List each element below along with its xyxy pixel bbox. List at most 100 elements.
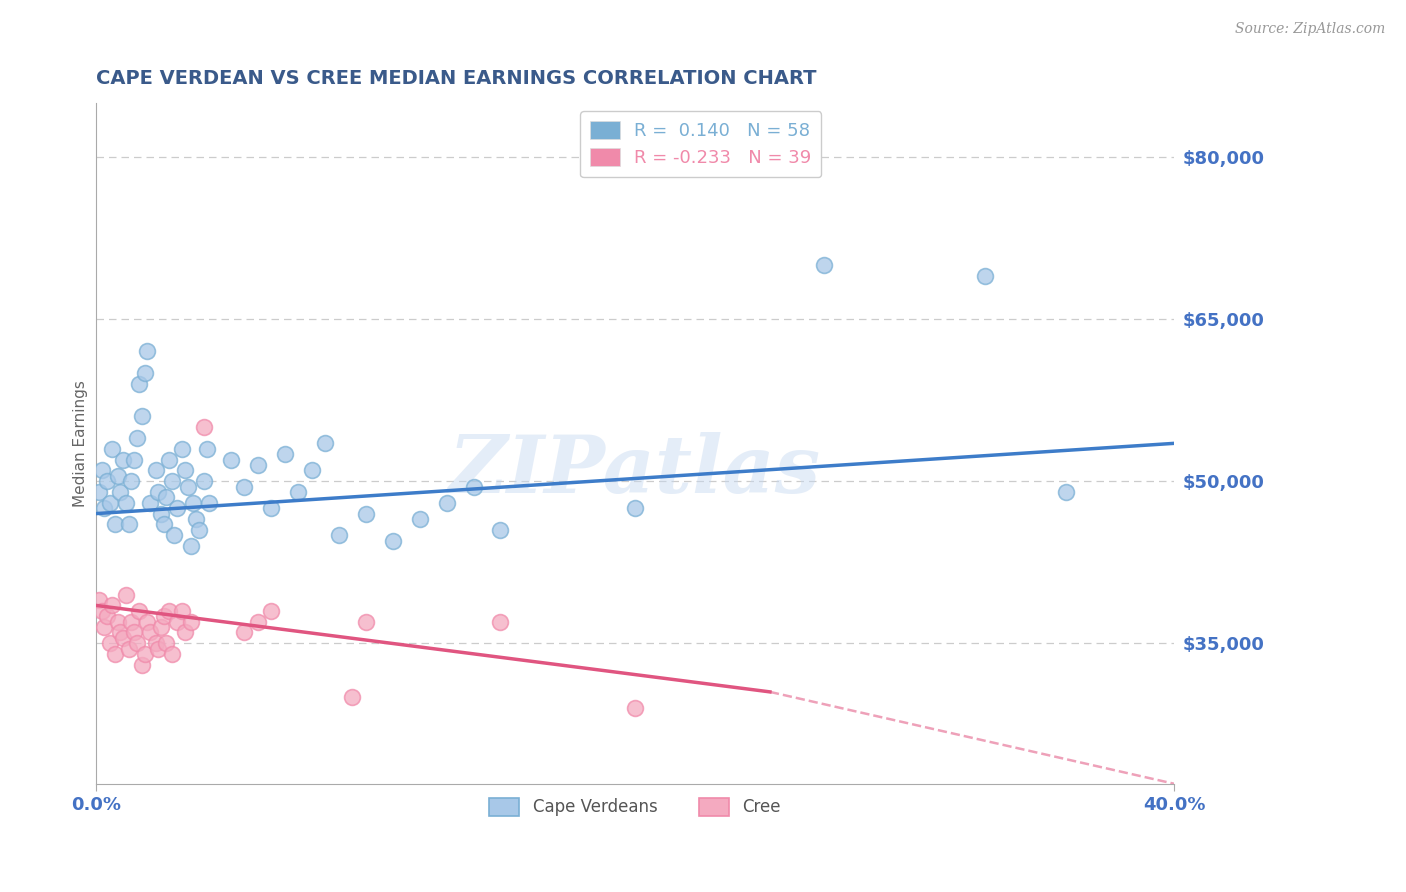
Point: [148, 641, 170, 656]
Point: [172, 442, 194, 456]
Point: [149, 620, 172, 634]
Point: [381, 533, 404, 548]
Point: [193, 420, 215, 434]
Point: [139, 625, 162, 640]
Point: [134, 366, 156, 380]
Point: [149, 507, 172, 521]
Point: [274, 447, 297, 461]
Point: [115, 588, 138, 602]
Point: [148, 485, 170, 500]
Point: [463, 479, 485, 493]
Point: [93, 501, 115, 516]
Point: [160, 647, 183, 661]
Point: [328, 528, 350, 542]
Point: [260, 501, 283, 516]
Point: [110, 625, 132, 640]
Point: [145, 463, 167, 477]
Point: [131, 657, 153, 672]
Point: [93, 620, 115, 634]
Point: [139, 496, 162, 510]
Point: [110, 485, 132, 500]
Point: [301, 463, 323, 477]
Point: [90, 604, 112, 618]
Point: [354, 507, 377, 521]
Point: [195, 442, 218, 456]
Point: [287, 485, 309, 500]
Point: [87, 593, 110, 607]
Point: [136, 344, 159, 359]
Point: [152, 609, 174, 624]
Point: [104, 517, 127, 532]
Point: [117, 517, 139, 532]
Point: [107, 615, 129, 629]
Point: [489, 523, 512, 537]
Point: [87, 485, 110, 500]
Point: [131, 409, 153, 424]
Point: [125, 636, 148, 650]
Point: [233, 625, 256, 640]
Point: [136, 615, 159, 629]
Point: [96, 474, 118, 488]
Point: [184, 512, 207, 526]
Text: CAPE VERDEAN VS CREE MEDIAN EARNINGS CORRELATION CHART: CAPE VERDEAN VS CREE MEDIAN EARNINGS COR…: [96, 69, 817, 87]
Point: [101, 442, 124, 456]
Point: [160, 474, 183, 488]
Point: [122, 452, 145, 467]
Point: [112, 631, 135, 645]
Point: [128, 376, 150, 391]
Point: [408, 512, 430, 526]
Point: [436, 496, 458, 510]
Point: [172, 604, 194, 618]
Point: [187, 523, 209, 537]
Point: [260, 604, 283, 618]
Y-axis label: Median Earnings: Median Earnings: [73, 380, 89, 507]
Point: [174, 625, 197, 640]
Point: [101, 599, 124, 613]
Point: [219, 452, 242, 467]
Point: [166, 501, 188, 516]
Point: [125, 431, 148, 445]
Point: [98, 496, 121, 510]
Point: [193, 474, 215, 488]
Point: [98, 636, 121, 650]
Text: Source: ZipAtlas.com: Source: ZipAtlas.com: [1234, 22, 1385, 37]
Point: [155, 491, 177, 505]
Point: [246, 458, 269, 472]
Point: [157, 604, 180, 618]
Point: [354, 615, 377, 629]
Point: [145, 636, 167, 650]
Point: [107, 468, 129, 483]
Point: [181, 496, 204, 510]
Point: [96, 609, 118, 624]
Point: [163, 528, 186, 542]
Point: [974, 268, 997, 283]
Point: [1054, 485, 1077, 500]
Point: [233, 479, 256, 493]
Point: [174, 463, 197, 477]
Legend: Cape Verdeans, Cree: Cape Verdeans, Cree: [482, 791, 787, 823]
Point: [90, 463, 112, 477]
Point: [813, 258, 835, 272]
Point: [180, 615, 202, 629]
Point: [177, 479, 200, 493]
Point: [122, 625, 145, 640]
Point: [166, 615, 188, 629]
Point: [120, 615, 142, 629]
Point: [314, 436, 336, 450]
Point: [489, 615, 512, 629]
Point: [157, 452, 180, 467]
Point: [117, 641, 139, 656]
Point: [342, 690, 364, 705]
Point: [246, 615, 269, 629]
Point: [624, 701, 647, 715]
Text: ZIPatlas: ZIPatlas: [449, 432, 821, 509]
Point: [134, 647, 156, 661]
Point: [104, 647, 127, 661]
Point: [115, 496, 138, 510]
Point: [180, 539, 202, 553]
Point: [120, 474, 142, 488]
Point: [112, 452, 135, 467]
Point: [128, 604, 150, 618]
Point: [155, 636, 177, 650]
Point: [152, 517, 174, 532]
